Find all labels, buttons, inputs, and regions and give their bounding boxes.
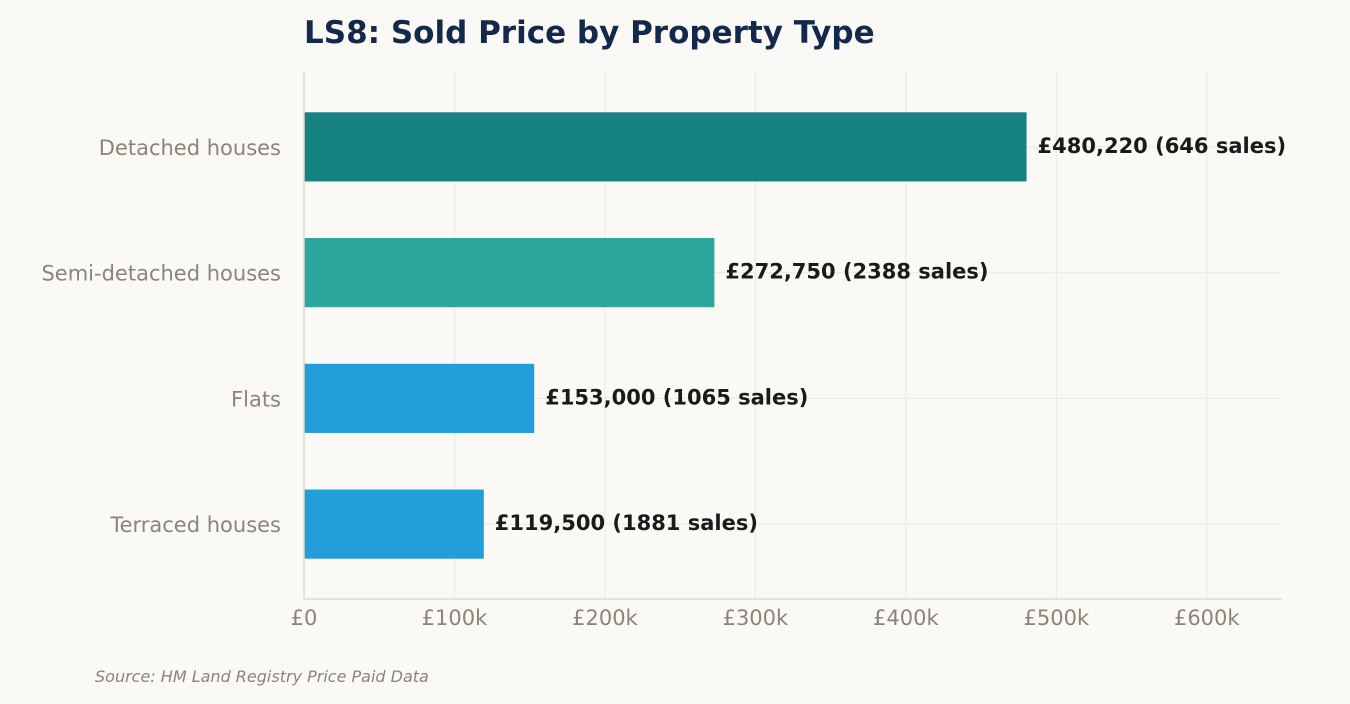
data-label-1: £272,750 (2388 sales)	[725, 260, 988, 284]
category-label-0: Detached houses	[99, 136, 281, 160]
chart-title: LS8: Sold Price by Property Type	[304, 15, 875, 51]
bars	[304, 112, 1027, 559]
data-labels: £480,220 (646 sales) £272,750 (2388 sales…	[495, 134, 1286, 535]
bar-1	[304, 238, 715, 308]
category-label-1: Semi-detached houses	[41, 262, 281, 286]
source-note: Source: HM Land Registry Price Paid Data	[95, 667, 429, 686]
data-label-3: £119,500 (1881 sales)	[495, 511, 758, 535]
category-labels: Detached houses Semi-detached houses Flats…	[41, 136, 281, 537]
x-tick-label-4: £400k	[873, 606, 939, 630]
bar-2	[304, 363, 535, 433]
bar-3	[304, 489, 484, 559]
x-tick-label-3: £300k	[723, 606, 789, 630]
category-label-2: Flats	[231, 387, 281, 411]
x-tick-label-0: £0	[291, 606, 318, 630]
data-label-2: £153,000 (1065 sales)	[545, 385, 808, 409]
x-tick-label-5: £500k	[1024, 606, 1090, 630]
data-label-0: £480,220 (646 sales)	[1038, 134, 1287, 158]
category-label-3: Terraced houses	[109, 513, 281, 537]
bar-0	[304, 112, 1027, 182]
x-tick-label-2: £200k	[572, 606, 638, 630]
x-tick-label-6: £600k	[1174, 606, 1240, 630]
x-tick-labels: £0 £100k £200k £300k £400k £500k £600k	[291, 606, 1241, 630]
x-tick-label-1: £100k	[422, 606, 488, 630]
